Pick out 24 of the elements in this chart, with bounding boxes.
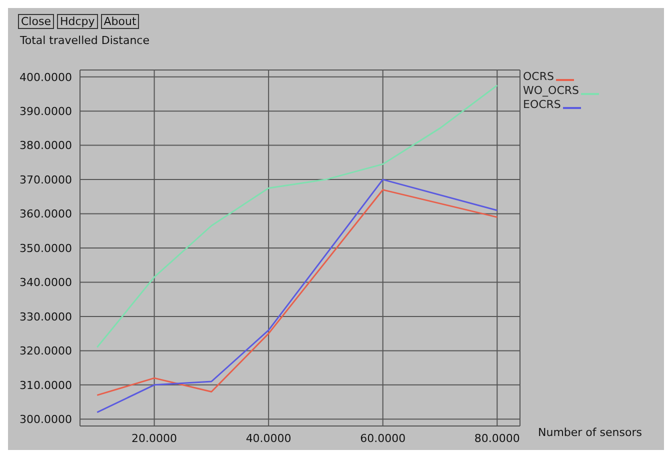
- y-tick-label: 340.0000: [20, 276, 72, 290]
- y-tick-label: 400.0000: [20, 70, 72, 84]
- y-axis-title: Total travelled Distance: [20, 34, 150, 47]
- line-series: [96, 84, 498, 348]
- y-tick-label: 350.0000: [20, 242, 72, 255]
- text: About: [100, 14, 140, 29]
- x-tick-label: 60.0000: [360, 432, 406, 445]
- y-tick-label: 320.0000: [20, 344, 72, 358]
- y-tick-label: 330.0000: [20, 310, 72, 324]
- x-axis-title: Number of sensors: [538, 426, 642, 439]
- text: Close: [18, 14, 54, 29]
- y-tick-label: 360.0000: [20, 208, 72, 221]
- x-tick-label: 40.0000: [246, 432, 292, 445]
- legend-label: OCRS: [523, 70, 554, 83]
- x-tick-label: 80.0000: [474, 432, 520, 445]
- text: Hdcpy: [56, 14, 98, 29]
- y-tick-label: 370.0000: [20, 173, 72, 186]
- x-tick-label: 20.0000: [132, 432, 178, 445]
- y-tick-label: 300.0000: [20, 413, 72, 426]
- y-tick-label: 310.0000: [20, 378, 72, 392]
- legend-label: WO_OCRS: [523, 84, 579, 97]
- y-tick-label: 390.0000: [20, 104, 72, 118]
- y-tick-label: 380.0000: [20, 139, 72, 152]
- legend-label: EOCRS: [523, 98, 561, 111]
